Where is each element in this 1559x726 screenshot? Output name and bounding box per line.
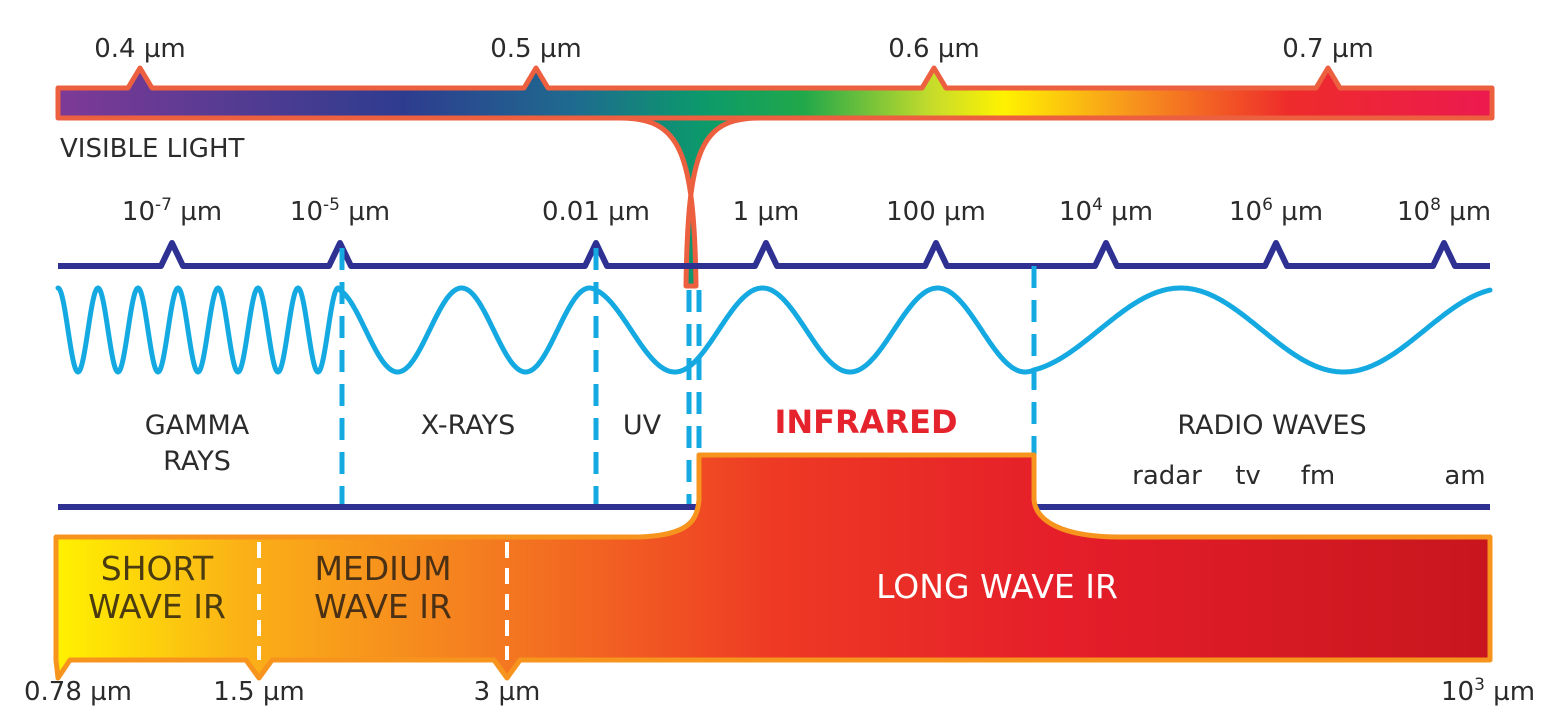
ir-bottom-tick-label-exponent: 3 [1474, 675, 1485, 695]
visible-tick-label: 0.4 µm [94, 34, 185, 64]
medium-wave-ir-label-line1: MEDIUM [314, 549, 451, 588]
ir-bottom-tick-label: 0.78 µm [24, 677, 132, 707]
ir-bottom-tick-label-base: 0.78 µm [24, 677, 132, 707]
short-wave-ir-label-line1: SHORT [101, 549, 214, 588]
ir-bottom-tick-label: 3 µm [474, 677, 541, 707]
scale-tick-label-base: 10 [290, 197, 323, 227]
scale-tick-label: 106 µm [1229, 195, 1323, 227]
scale-tick-label-unit: µm [172, 197, 222, 227]
ir-bottom-tick-label-base: 3 µm [474, 677, 541, 707]
wavelength-scale-line [58, 240, 1490, 269]
radio-sub-label: fm [1301, 461, 1335, 491]
scale-tick-label: 10-5 µm [290, 195, 390, 227]
scale-tick-label-base: 10 [122, 197, 155, 227]
scale-tick-label-unit: µm [1273, 197, 1323, 227]
scale-tick-label: 10-7 µm [122, 195, 222, 227]
scale-tick-label-base: 100 µm [886, 197, 986, 227]
visible-tick-label: 0.7 µm [1282, 34, 1373, 64]
infrared-band [53, 452, 1493, 681]
scale-tick-label-unit: µm [1441, 197, 1491, 227]
ir-bottom-tick-label: 103 µm [1441, 675, 1535, 707]
scale-tick-label-base: 10 [1397, 197, 1430, 227]
long-wave-ir-label: LONG WAVE IR [876, 567, 1118, 606]
scale-tick-label-exponent: -7 [155, 195, 172, 215]
scale-tick-label-base: 1 µm [733, 197, 800, 227]
scale-tick-label-base: 10 [1229, 197, 1262, 227]
gamma-rays-label-line1: GAMMA [145, 410, 250, 441]
scale-tick-label-unit: µm [1103, 197, 1153, 227]
radio-sub-labels: radar tv fm am [1132, 461, 1486, 491]
gamma-rays-label-line2: RAYS [163, 446, 231, 477]
radio-sub-label: am [1444, 461, 1485, 491]
infrared-label: INFRARED [774, 403, 957, 441]
scale-tick-label: 108 µm [1397, 195, 1491, 227]
region-dividers [339, 248, 1037, 505]
radio-sub-label: tv [1235, 461, 1261, 491]
ir-bottom-tick-label-base: 1.5 µm [213, 677, 304, 707]
scale-tick-label-base: 0.01 µm [542, 197, 650, 227]
visible-light-band [55, 65, 1495, 289]
scale-tick-label: 104 µm [1059, 195, 1153, 227]
scale-tick-label-unit: µm [340, 197, 390, 227]
ir-bottom-tick-label-base: 10 [1441, 677, 1474, 707]
visible-light-ticks: 0.4 µm 0.5 µm 0.6 µm 0.7 µm [94, 34, 1373, 64]
scale-tick-label: 1 µm [733, 197, 800, 227]
ir-bottom-tick-label-unit: µm [1485, 677, 1535, 707]
scale-tick-label-exponent: 4 [1092, 195, 1103, 215]
wave-curve [55, 285, 1493, 375]
scale-tick-label-exponent: -5 [323, 195, 340, 215]
scale-tick-label: 0.01 µm [542, 197, 650, 227]
visible-tick-label: 0.6 µm [888, 34, 979, 64]
scale-tick-label-exponent: 6 [1262, 195, 1273, 215]
short-wave-ir-label-line2: WAVE IR [88, 587, 226, 626]
ir-bottom-tick-label: 1.5 µm [213, 677, 304, 707]
wavelength-scale-ticks: 10-7 µm 10-5 µm 0.01 µm 1 µm 100 µm 104 µm 106… [122, 195, 1491, 227]
x-rays-label: X-RAYS [421, 410, 516, 441]
scale-tick-label: 100 µm [886, 197, 986, 227]
radio-sub-label: radar [1132, 461, 1202, 491]
scale-tick-label-base: 10 [1059, 197, 1092, 227]
radio-waves-label: RADIO WAVES [1177, 410, 1366, 441]
visible-tick-label: 0.5 µm [490, 34, 581, 64]
scale-tick-label-exponent: 8 [1430, 195, 1441, 215]
visible-light-label: VISIBLE LIGHT [60, 134, 244, 164]
medium-wave-ir-label-line2: WAVE IR [314, 587, 452, 626]
uv-label: UV [623, 410, 662, 441]
ir-bottom-ticks: 0.78 µm 1.5 µm 3 µm 103 µm [24, 675, 1535, 707]
